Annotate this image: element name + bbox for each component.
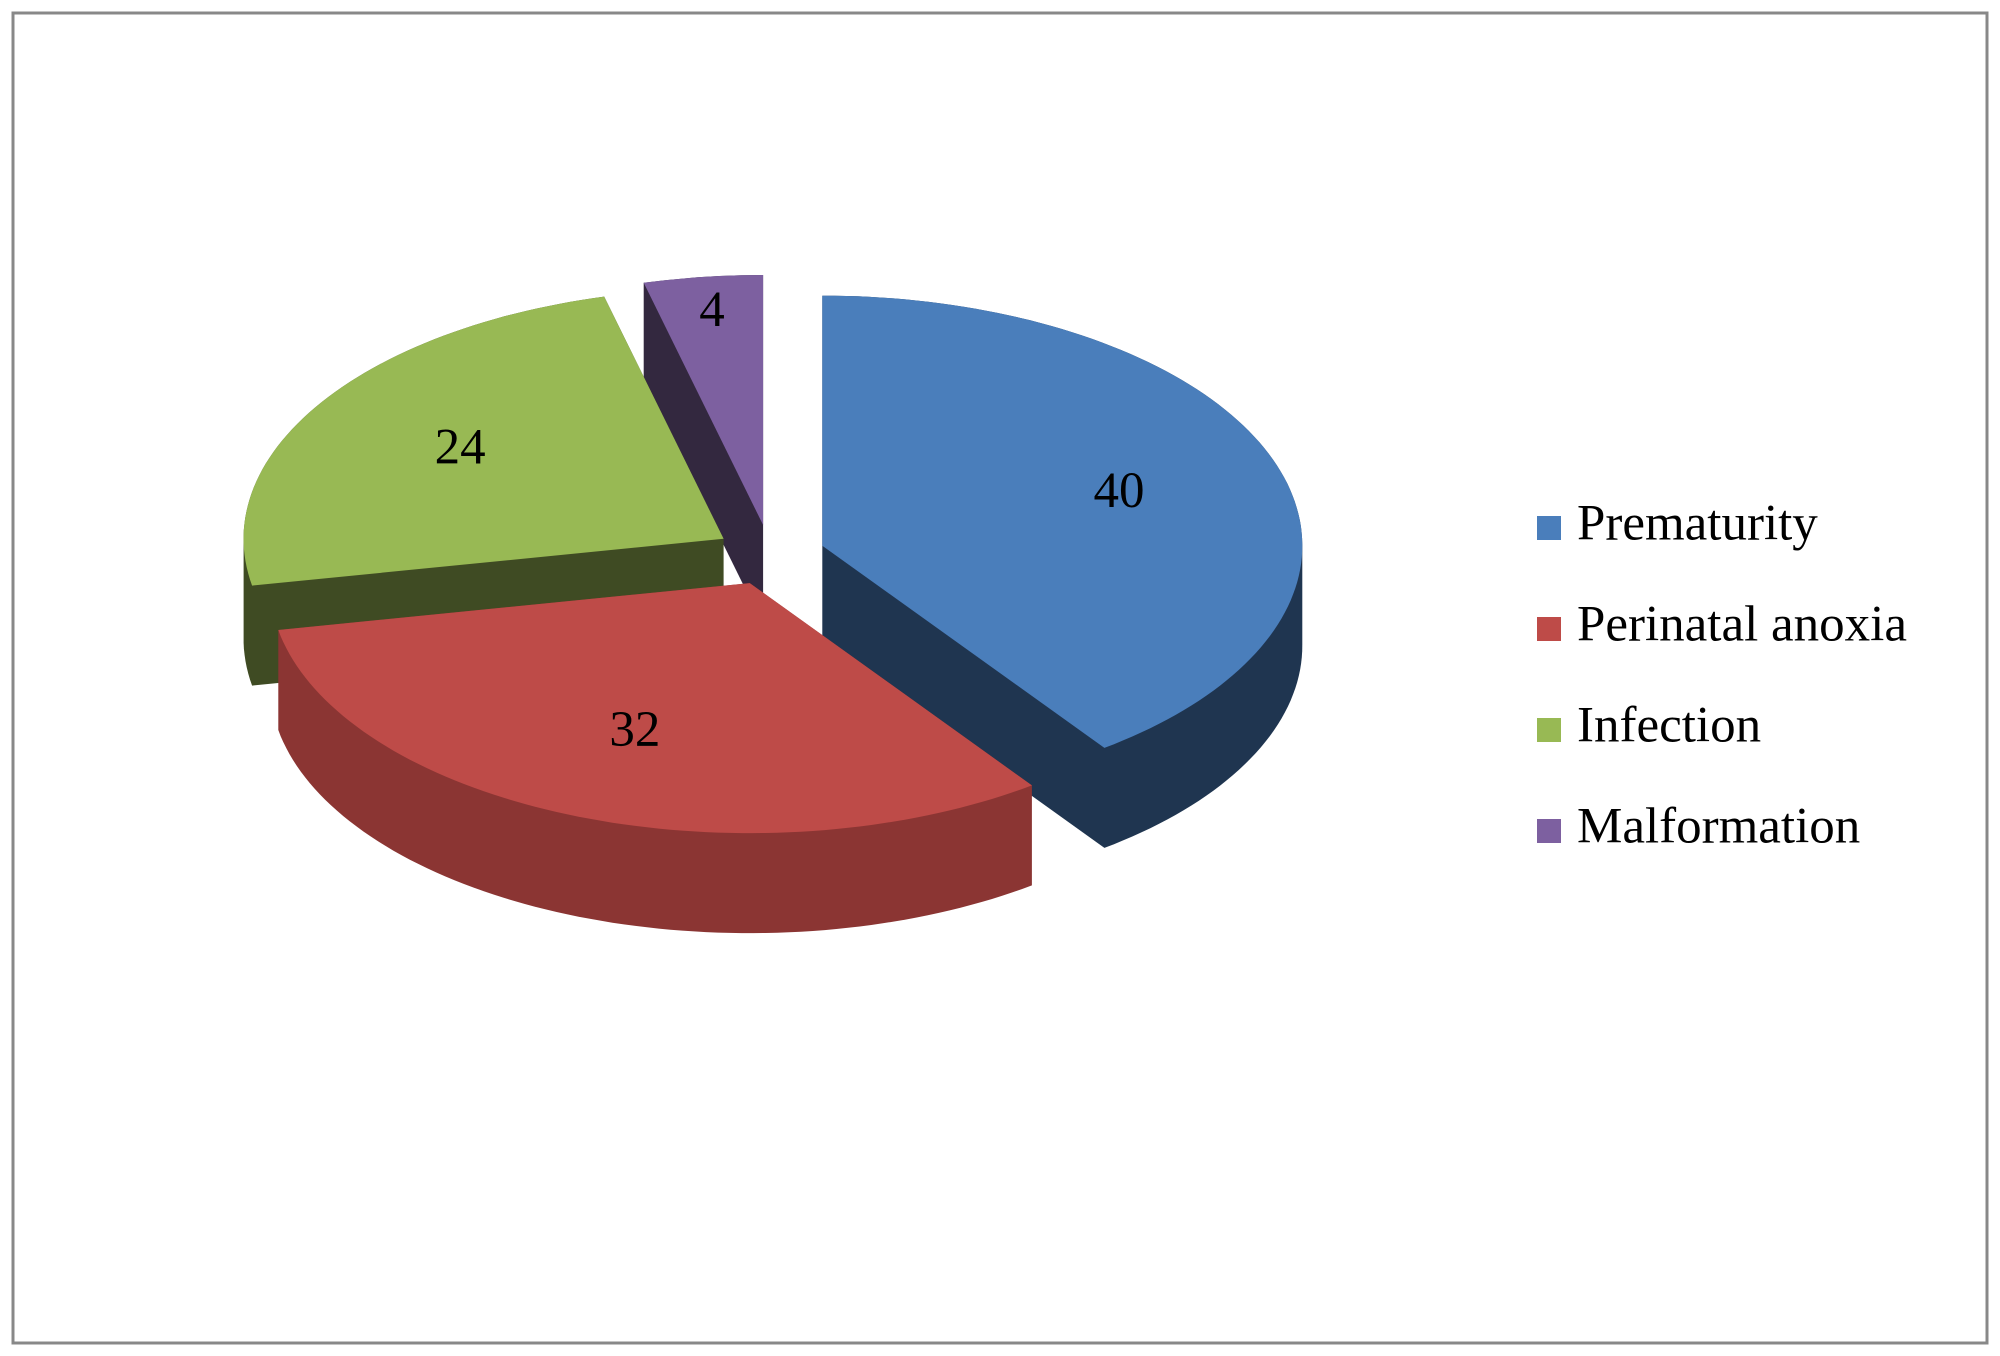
legend-label: Prematurity — [1577, 496, 1818, 552]
slice — [643, 275, 764, 525]
slice — [278, 583, 1032, 834]
legend-swatch — [1537, 617, 1561, 641]
data-label: 40 — [1094, 463, 1145, 519]
slice — [822, 295, 1303, 748]
slice — [243, 296, 724, 586]
data-label: 4 — [699, 282, 725, 338]
legend-swatch — [1537, 516, 1561, 540]
data-label: 24 — [435, 419, 486, 475]
legend-label: Infection — [1577, 698, 1761, 754]
legend-label: Malformation — [1577, 799, 1860, 855]
legend-label: Perinatal anoxia — [1577, 597, 1907, 653]
legend-swatch — [1537, 819, 1561, 843]
legend-swatch — [1537, 718, 1561, 742]
data-label: 32 — [609, 702, 660, 758]
